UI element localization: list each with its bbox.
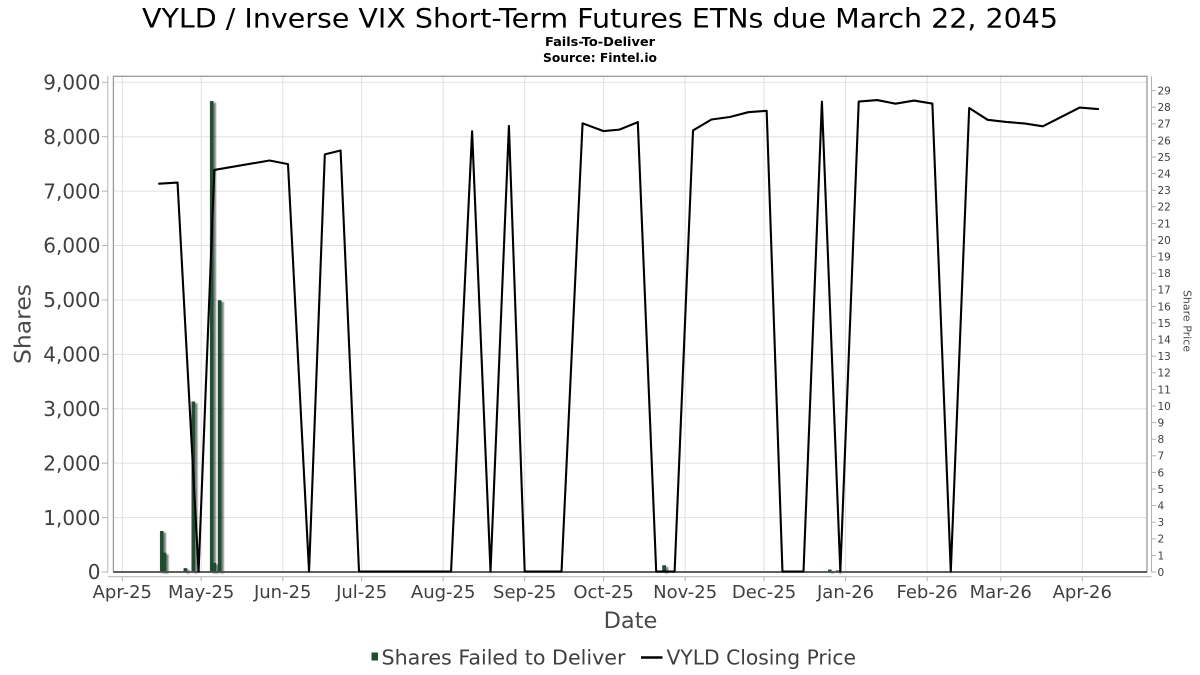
bar-2025-04-17 (162, 552, 167, 573)
right-axis-label-6: 6 (1158, 467, 1165, 479)
x-tick-label-Nov-25: Nov-25 (653, 582, 717, 603)
chart-subtitle: Fails-To-Deliver (545, 34, 656, 49)
chart-source: Source: Fintel.io (543, 50, 657, 65)
right-axis-label-19: 19 (1158, 252, 1171, 264)
x-tick-label-Dec-25: Dec-25 (732, 582, 796, 603)
right-axis-label-15: 15 (1158, 318, 1171, 330)
left-axis-label-2000: 2,000 (43, 451, 100, 475)
right-axis-label-28: 28 (1158, 102, 1171, 114)
y-axis-title-right: Share Price (1181, 290, 1194, 352)
y-axis-title-left: Shares (12, 284, 37, 364)
x-tick-label-Apr-25: Apr-25 (93, 582, 152, 603)
x-tick-label-Oct-25: Oct-25 (573, 582, 634, 603)
right-axis-label-11: 11 (1158, 384, 1171, 396)
legend-label-line: VYLD Closing Price (667, 646, 857, 670)
right-axis-label-22: 22 (1158, 202, 1171, 214)
left-axis-label-6000: 6,000 (43, 234, 100, 258)
right-axis-label-21: 21 (1158, 218, 1171, 230)
grid-layer (113, 76, 1147, 572)
right-axis-label-20: 20 (1158, 235, 1171, 247)
right-axis-label-5: 5 (1158, 484, 1165, 496)
bar-2025-05-08 (217, 300, 222, 573)
legend-marker-bars (371, 652, 378, 661)
right-axis-label-17: 17 (1158, 285, 1171, 297)
bar-shadow-2025-05-05 (212, 102, 216, 574)
x-axis-title: Date (604, 608, 658, 634)
right-axis-label-26: 26 (1158, 135, 1172, 147)
right-axis-label-24: 24 (1158, 169, 1172, 181)
left-axis-label-0: 0 (88, 560, 101, 584)
right-axis-label-25: 25 (1158, 152, 1171, 164)
bar-2025-05-05 (209, 101, 214, 573)
right-axis-label-29: 29 (1158, 86, 1171, 98)
price-line (158, 99, 1100, 573)
right-axis-label-23: 23 (1158, 185, 1171, 197)
x-tick-label-Jan-26: Jan-26 (816, 582, 874, 603)
right-axis-label-2: 2 (1158, 534, 1165, 546)
right-axis-label-4: 4 (1158, 501, 1165, 513)
right-axis-label-8: 8 (1158, 434, 1165, 446)
left-axis-label-3000: 3,000 (43, 397, 100, 421)
right-axis-label-27: 27 (1158, 119, 1171, 131)
bar-shadow-2025-10-24 (665, 566, 669, 574)
right-axis-label-1: 1 (1158, 550, 1165, 562)
chart-title: VYLD / Inverse VIX Short-Term Futures ET… (142, 4, 1058, 35)
right-axis-label-0: 0 (1158, 567, 1165, 579)
x-tick-label-Mar-26: Mar-26 (970, 582, 1032, 603)
right-axis-label-16: 16 (1158, 301, 1172, 313)
bar-2025-05-06 (212, 562, 217, 573)
bar-shadow-2025-04-28 (194, 403, 198, 574)
legend: Shares Failed to Deliver VYLD Closing Pri… (371, 646, 857, 670)
x-tick-label-May-25: May-25 (168, 582, 234, 603)
right-axis-label-10: 10 (1158, 401, 1171, 413)
legend-label-bars: Shares Failed to Deliver (382, 646, 627, 670)
right-axis-label-7: 7 (1158, 451, 1165, 463)
x-tick-label-Jun-25: Jun-25 (253, 582, 312, 603)
x-tick-label-Feb-26: Feb-26 (896, 582, 957, 603)
right-axis-label-12: 12 (1158, 368, 1171, 380)
right-axis-label-3: 3 (1158, 517, 1165, 529)
left-axis-label-1000: 1,000 (43, 506, 100, 530)
right-axis-label-9: 9 (1158, 418, 1165, 430)
right-axis-label-14: 14 (1158, 335, 1172, 347)
x-tick-label-Sep-25: Sep-25 (493, 582, 556, 603)
x-tick-label-Apr-26: Apr-26 (1053, 582, 1112, 603)
left-axis-label-8000: 8,000 (43, 125, 100, 149)
left-axis-label-5000: 5,000 (43, 288, 100, 312)
left-axis-label-4000: 4,000 (43, 343, 100, 367)
right-axis-label-13: 13 (1158, 351, 1171, 363)
axes-layer: 0 1,000 2,000 3,000 4,000 5,000 6,000 7,000 8,00… (43, 71, 1171, 604)
bar-shadow-2025-04-17 (165, 554, 169, 574)
bar-shadow-2025-05-08 (220, 301, 224, 574)
right-axis-label-18: 18 (1158, 268, 1171, 280)
left-axis-label-7000: 7,000 (43, 179, 100, 203)
x-tick-label-Aug-25: Aug-25 (411, 582, 476, 603)
bar-shadow-2025-05-06 (215, 564, 219, 574)
left-axis-label-9000: 9,000 (43, 71, 100, 95)
x-tick-label-Jul-25: Jul-25 (335, 582, 387, 603)
